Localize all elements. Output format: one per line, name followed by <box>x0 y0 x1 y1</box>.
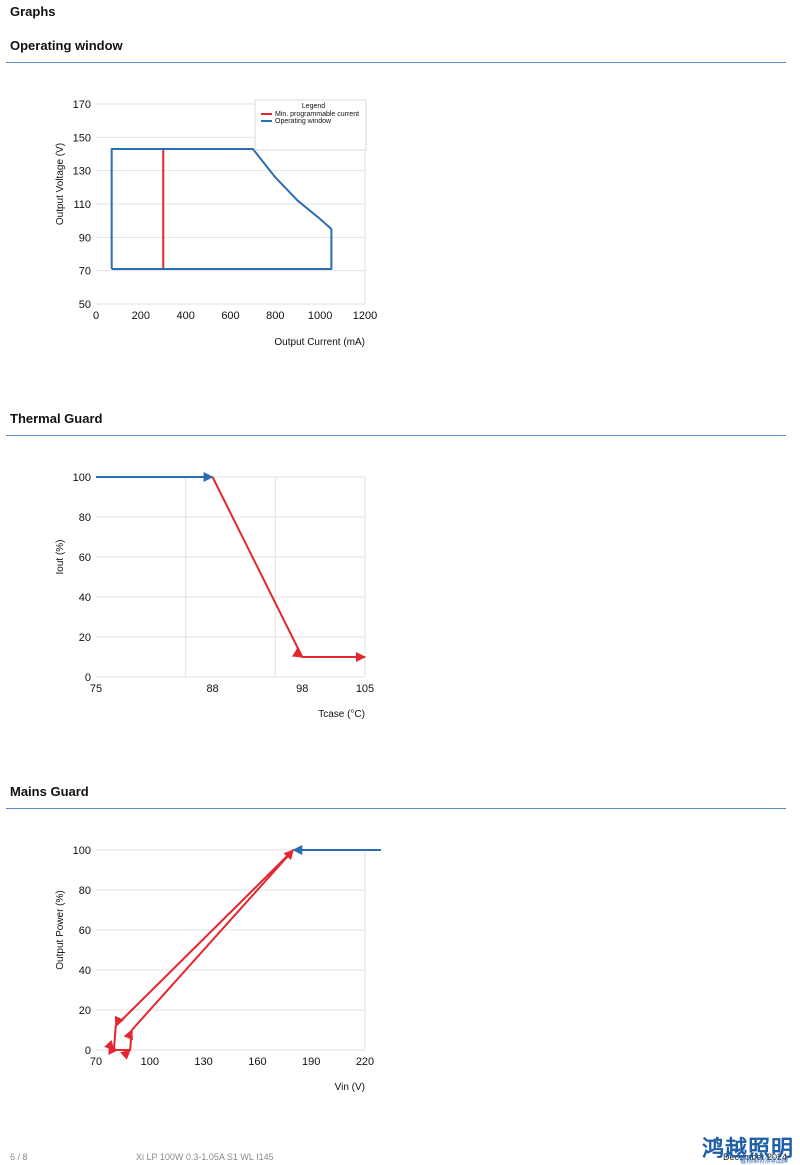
y-tick-label: 100 <box>73 472 91 484</box>
y-tick-label: 20 <box>79 632 91 644</box>
x-tick-label: 88 <box>206 683 218 695</box>
x-tick-label: 70 <box>90 1056 102 1068</box>
y-tick-label: 80 <box>79 512 91 524</box>
x-tick-label: 190 <box>302 1056 320 1068</box>
x-tick-label: 105 <box>356 683 374 695</box>
operating-window-chart: 50 70 90 110 130 150 170 0 200 400 600 800 1000 1200 O… <box>55 99 377 348</box>
y-tick-label: 40 <box>79 965 91 977</box>
y-tick-label: 0 <box>85 1045 91 1057</box>
legend-box <box>254 99 367 151</box>
y-tick-label: 40 <box>79 592 91 604</box>
legend-entry: Operating window <box>275 118 332 125</box>
section-divider <box>6 435 786 436</box>
series-line-1 <box>211 476 366 662</box>
footer-product-name: Xi LP 100W 0.3-1.05A S1 WL I145 <box>136 1152 274 1162</box>
section-title-thermal-guard: Thermal Guard <box>10 411 103 426</box>
legend-title: Legend <box>302 103 325 110</box>
x-axis-label: Tcase (°C) <box>318 709 365 720</box>
y-tick-label: 110 <box>73 199 91 211</box>
x-tick-label: 220 <box>356 1056 374 1068</box>
y-tick-label: 70 <box>79 266 91 278</box>
y-axis-label: Output Power (%) <box>55 890 66 969</box>
x-tick-label: 160 <box>248 1056 266 1068</box>
y-tick-label: 20 <box>79 1005 91 1017</box>
x-tick-label: 75 <box>90 683 102 695</box>
y-tick-label: 100 <box>73 845 91 857</box>
brand-tagline: 植物照明领导品牌 <box>739 1158 788 1165</box>
series-line-1 <box>104 849 295 1060</box>
x-tick-label: 130 <box>194 1056 212 1068</box>
y-tick-label: 0 <box>85 672 91 684</box>
section-title-mains-guard: Mains Guard <box>10 784 89 799</box>
section-divider <box>6 62 786 63</box>
y-tick-label: 80 <box>79 885 91 897</box>
y-tick-label: 90 <box>79 232 91 244</box>
x-tick-label: 1200 <box>353 310 377 322</box>
y-tick-label: 150 <box>73 132 91 144</box>
y-tick-label: 170 <box>73 99 91 111</box>
footer-page-number: 6 / 8 <box>10 1152 28 1162</box>
y-tick-label: 60 <box>79 552 91 564</box>
footer-date: December 2024 <box>723 1152 788 1162</box>
thermal-guard-chart: 0 20 40 60 80 100 75 88 98 105 Tcase (°C) Iout (%) <box>55 472 374 720</box>
x-tick-label: 600 <box>221 310 239 322</box>
x-tick-label: 200 <box>132 310 150 322</box>
legend-entry: Min. programmable current <box>275 111 359 118</box>
page-title: Graphs <box>10 4 56 19</box>
x-axis-label: Vin (V) <box>335 1082 365 1093</box>
x-tick-label: 100 <box>141 1056 159 1068</box>
mains-guard-chart: 0 20 40 60 80 100 70 100 130 160 190 220 Vin (V) Outp… <box>55 845 381 1093</box>
series-line-1 <box>110 148 333 270</box>
x-tick-label: 98 <box>296 683 308 695</box>
y-axis-label: Iout (%) <box>55 539 66 574</box>
section-title-operating-window: Operating window <box>10 38 123 53</box>
y-tick-label: 130 <box>73 166 91 178</box>
section-divider <box>6 808 786 809</box>
x-tick-label: 800 <box>266 310 284 322</box>
x-tick-label: 0 <box>93 310 99 322</box>
y-tick-label: 60 <box>79 925 91 937</box>
x-tick-label: 400 <box>176 310 194 322</box>
brand-logo-text: 鸿越照明 <box>701 1137 794 1162</box>
y-tick-label: 50 <box>79 299 91 311</box>
y-axis-label: Output Voltage (V) <box>55 143 66 225</box>
x-tick-label: 1000 <box>308 310 332 322</box>
x-axis-label: Output Current (mA) <box>274 337 365 348</box>
